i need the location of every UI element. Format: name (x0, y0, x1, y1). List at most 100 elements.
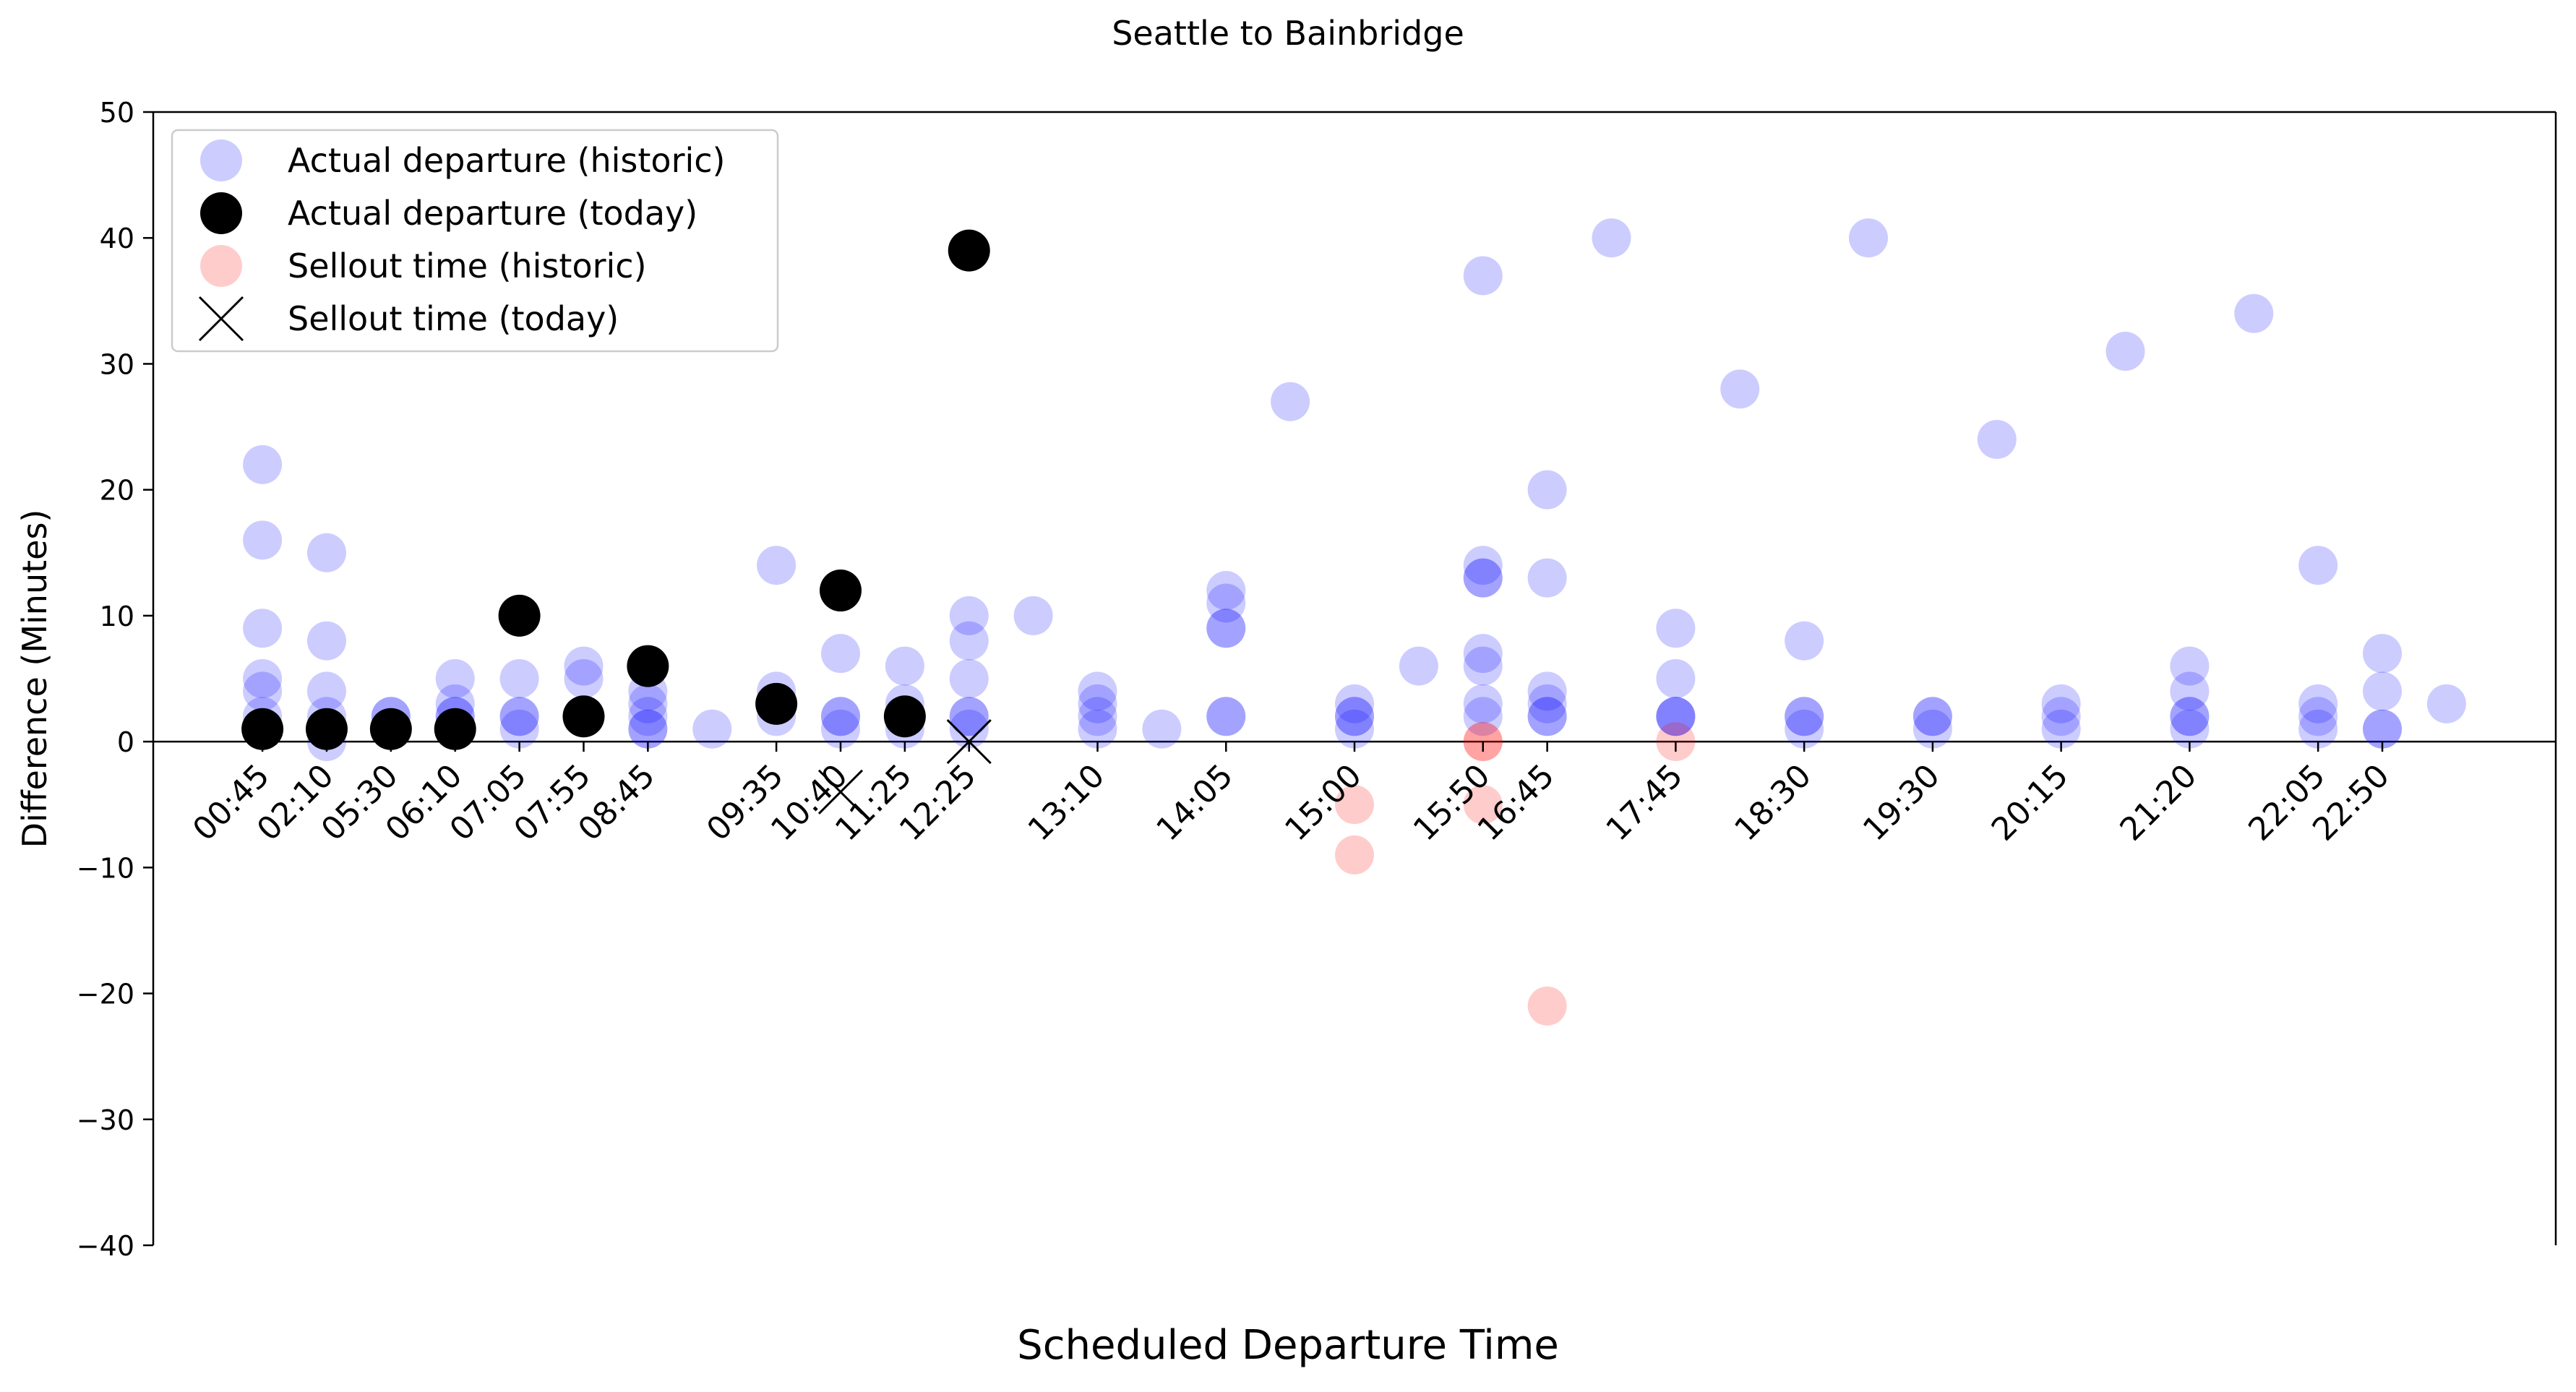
data-point (2298, 684, 2338, 723)
data-point (627, 645, 669, 687)
data-point (628, 684, 668, 723)
data-point (1271, 382, 1310, 421)
legend: Actual departure (historic) Actual depart… (171, 129, 779, 353)
data-point (564, 659, 604, 698)
data-point (499, 659, 539, 698)
legend-label: Actual departure (historic) (288, 141, 726, 180)
data-point (820, 709, 860, 749)
data-point (1206, 697, 1246, 736)
data-point (2363, 634, 2403, 674)
data-point (1078, 697, 1117, 736)
legend-label: Sellout time (today) (288, 299, 619, 338)
data-point (562, 695, 605, 738)
y-tick-label: −10 (77, 852, 134, 884)
data-point (1463, 546, 1503, 585)
data-point (564, 646, 604, 686)
data-point (1592, 218, 1631, 258)
data-point (1335, 684, 1374, 723)
data-point (949, 697, 989, 736)
data-point (1078, 709, 1117, 749)
legend-frame (171, 129, 779, 353)
data-point (2041, 697, 2081, 736)
data-point (243, 659, 283, 698)
y-tick-label: 40 (100, 223, 134, 254)
data-point (306, 533, 346, 572)
data-point (499, 709, 539, 749)
data-point (949, 709, 989, 749)
y-axis-ticks: −40 −30 −20 −10 0 10 20 30 40 50 (77, 97, 153, 1262)
data-point (1656, 697, 1696, 736)
data-point (243, 444, 283, 484)
data-point (434, 708, 476, 750)
data-point (2170, 697, 2210, 736)
data-point (2105, 332, 2145, 371)
y-tick-label: 20 (100, 475, 134, 507)
x-marker-stroke (198, 296, 244, 342)
y-axis-label: Difference (Minutes) (15, 510, 54, 848)
y-tick-label: −40 (77, 1230, 134, 1262)
data-point (949, 697, 989, 736)
data-point (1977, 419, 2017, 459)
data-point (949, 596, 989, 635)
data-point (1142, 709, 1182, 749)
data-point (2363, 709, 2403, 749)
data-point (1335, 697, 1374, 736)
data-point (305, 708, 348, 750)
data-point (1206, 571, 1246, 611)
data-point (1656, 659, 1696, 698)
data-point (885, 646, 924, 686)
data-point (628, 697, 668, 736)
data-point (1527, 684, 1567, 723)
data-point (1463, 558, 1503, 598)
series-actual-departure-today (241, 229, 990, 750)
data-point (2170, 646, 2210, 686)
data-point (755, 682, 798, 725)
y-tick-label: 30 (100, 348, 134, 380)
data-point (1785, 697, 1824, 736)
legend-marker (200, 139, 242, 181)
data-point (243, 609, 283, 648)
data-point (1206, 609, 1246, 648)
y-tick-label: 10 (100, 601, 134, 632)
y-tick-label: 0 (117, 726, 134, 758)
legend-marker (198, 296, 244, 342)
data-point (2170, 671, 2210, 711)
data-point (1656, 697, 1696, 736)
data-point (1463, 684, 1503, 723)
data-point (306, 671, 346, 711)
series-layer (241, 218, 2466, 1026)
data-point (1912, 697, 1952, 736)
data-point (2234, 293, 2274, 333)
data-point (243, 671, 283, 711)
data-point (1078, 671, 1117, 711)
data-point (1463, 558, 1503, 598)
data-point (1463, 697, 1503, 736)
data-point (1335, 785, 1374, 825)
data-point (2170, 697, 2210, 736)
data-point (2041, 684, 2081, 723)
data-point (1206, 609, 1246, 648)
data-point (1399, 646, 1438, 686)
chart-title: Seattle to Bainbridge (1112, 14, 1464, 53)
data-point (757, 546, 797, 585)
data-point (1206, 583, 1246, 623)
data-point (1463, 646, 1503, 686)
legend-entry: Actual departure (historic) (200, 139, 726, 181)
data-point (1849, 218, 1889, 258)
data-point (241, 708, 284, 750)
data-point (1912, 709, 1952, 749)
data-point (2426, 684, 2466, 723)
data-point (1463, 634, 1503, 674)
y-tick-label: −30 (77, 1104, 134, 1136)
data-point (2041, 709, 2081, 749)
data-point (1656, 609, 1696, 648)
data-point (1335, 709, 1374, 749)
data-point (1527, 986, 1567, 1026)
legend-label: Actual departure (today) (288, 194, 697, 233)
data-point (369, 708, 412, 750)
y-tick-label: 50 (100, 97, 134, 129)
data-point (628, 709, 668, 749)
legend-entry: Actual departure (today) (200, 192, 697, 234)
data-point (692, 709, 732, 749)
